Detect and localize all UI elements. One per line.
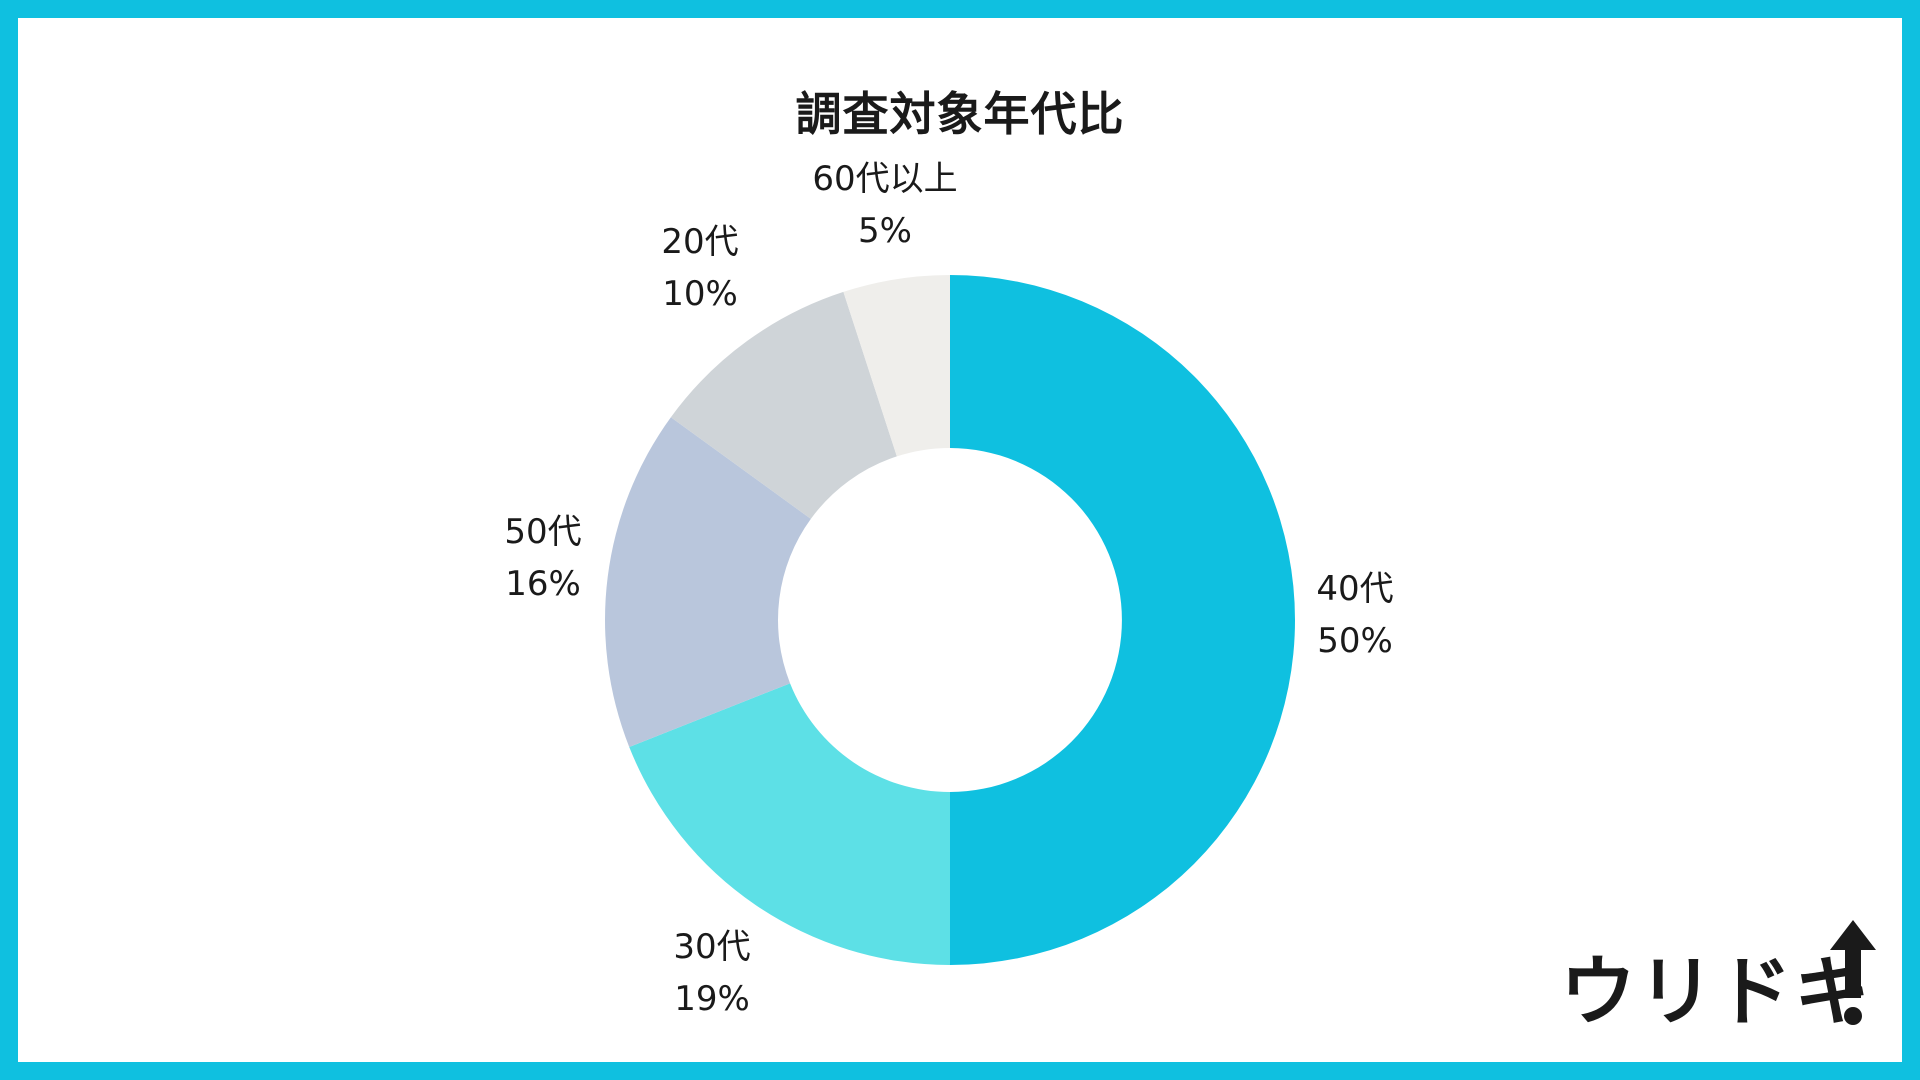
slice-label-value: 19% [674,979,750,1019]
slice-60代以上 [843,275,950,457]
up-arrow-icon [1830,920,1876,1025]
slice-label-name: 50代 [504,512,581,552]
slice-20代 [670,291,897,519]
chart-title: 調査対象年代比 [795,87,1125,141]
slice-label-value: 16% [505,564,581,604]
slice-label-name: 40代 [1316,569,1393,609]
slice-label-name: 20代 [661,222,738,262]
slice-50代 [605,417,811,748]
brand-logo: ウリドキ [1560,920,1880,1036]
slice-label-name: 30代 [673,927,750,967]
slice-label-value: 5% [858,211,912,251]
slice-label-name: 60代以上 [812,159,957,199]
donut-slices [605,275,1295,965]
slice-label-value: 10% [662,274,738,314]
slice-labels: 40代 50% 30代 19% 50代 16% 20代 10% 60代以上 5% [504,159,1393,1019]
brand-logo-text: ウリドキ [1560,947,1872,1036]
slice-30代 [629,683,950,965]
slice-label-value: 50% [1317,621,1393,661]
slice-40代 [950,275,1295,965]
